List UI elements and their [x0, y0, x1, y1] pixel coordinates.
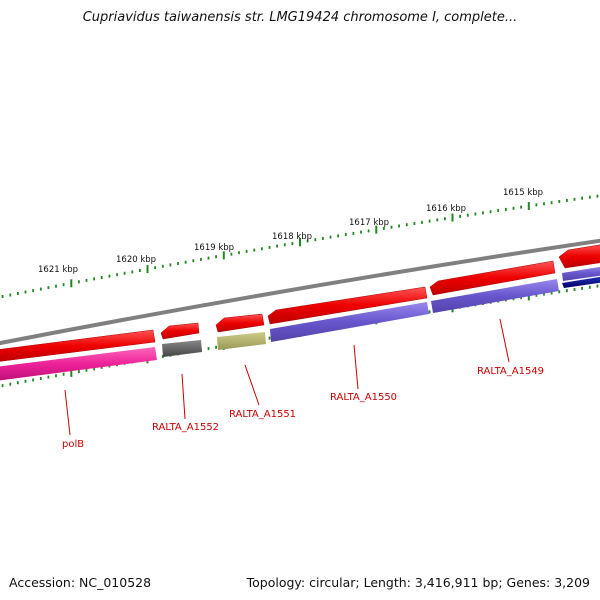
chromosome-backbone: [0, 238, 600, 346]
kbp-label: 1619 kbp: [194, 243, 234, 253]
outer-tick-ruler: [1, 194, 599, 298]
leader-line: [244, 364, 260, 406]
gene-block-polb[interactable]: [0, 347, 157, 381]
gene-arrow-forward[interactable]: [215, 313, 265, 333]
kbp-label: 1621 kbp: [38, 265, 78, 275]
gene-label[interactable]: RALTA_A1550: [330, 392, 397, 403]
gene-arrow-forward[interactable]: [0, 329, 156, 362]
gene-block-ralta-a1552[interactable]: [162, 340, 202, 357]
gene-arrow-forward[interactable]: [267, 286, 428, 325]
leader-line: [353, 344, 359, 390]
gene-block-blue[interactable]: [562, 266, 600, 281]
genome-summary: Topology: circular; Length: 3,416,911 bp…: [246, 575, 590, 590]
gene-arrow-forward[interactable]: [558, 244, 600, 269]
gene-block-ralta-a1549[interactable]: [431, 279, 559, 313]
gene-block-navy[interactable]: [562, 276, 600, 288]
gene-label[interactable]: RALTA_A1552: [152, 422, 219, 433]
kbp-label: 1620 kbp: [116, 255, 156, 265]
gene-label[interactable]: polB: [62, 439, 84, 450]
gene-label[interactable]: RALTA_A1549: [477, 366, 544, 377]
leader-line: [181, 373, 186, 420]
gene-arrow-forward[interactable]: [429, 260, 556, 296]
label-leaders: [64, 318, 510, 436]
gene-block-ralta-a1550[interactable]: [270, 302, 429, 342]
leader-line: [499, 318, 510, 363]
kbp-label: 1618 kbp: [272, 232, 312, 242]
chromosome-title: Cupriavidus taiwanensis str. LMG19424 ch…: [82, 10, 518, 25]
forward-strand-track: [0, 244, 600, 362]
leader-line: [64, 389, 71, 436]
accession-label: Accession: NC_010528: [9, 575, 152, 590]
gene-block-ralta-a1551[interactable]: [217, 332, 266, 350]
reverse-strand-track: [0, 266, 600, 381]
gene-label[interactable]: RALTA_A1551: [229, 409, 296, 420]
gene-arrow-forward[interactable]: [160, 322, 200, 340]
kbp-label: 1616 kbp: [426, 204, 466, 214]
kbp-label: 1615 kbp: [503, 188, 543, 198]
kbp-label: 1617 kbp: [349, 218, 389, 228]
